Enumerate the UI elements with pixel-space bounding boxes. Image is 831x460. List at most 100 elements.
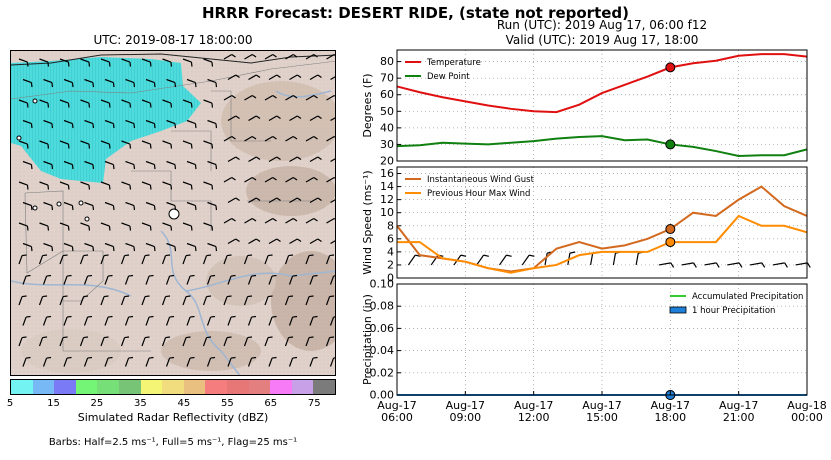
colorbar-swatch (205, 380, 227, 394)
wind-barb (704, 262, 720, 268)
wind-barb (182, 140, 193, 149)
x-tick-label-time: 09:00 (449, 411, 481, 424)
wind-barb (43, 201, 54, 211)
wind-barb (124, 315, 134, 326)
wind-barb (141, 58, 152, 67)
wind-barb (165, 274, 175, 285)
wind-barb (38, 336, 48, 347)
wind-barb (141, 336, 150, 347)
wind-barb (248, 238, 261, 245)
wind-barb (330, 238, 335, 245)
wind-barb (289, 238, 302, 245)
wind-barb (202, 254, 212, 265)
wind-barb (305, 94, 318, 101)
wind-barb (186, 315, 195, 326)
wind-barb (247, 356, 257, 367)
wind-barb (268, 115, 281, 122)
wind-barb (166, 119, 177, 129)
wind-barb (203, 140, 214, 149)
wind-barb (268, 356, 277, 367)
wind-barb (330, 115, 335, 122)
wind-barb (223, 254, 232, 265)
wind-barb (166, 201, 177, 211)
wind-barb (203, 99, 214, 108)
wind-barb (18, 140, 29, 149)
wind-barb (248, 197, 261, 204)
wind-barb (162, 181, 173, 190)
y-tick-label: 70 (380, 72, 394, 85)
wind-barb (100, 58, 111, 67)
wind-barb (329, 274, 335, 285)
wind-barb (330, 74, 335, 81)
wind-barb (161, 254, 171, 265)
wind-barb (612, 251, 621, 266)
wind-barb (309, 315, 318, 326)
wind-barb (100, 222, 111, 231)
wind-barb (309, 238, 322, 245)
wind-barb (243, 336, 253, 347)
wind-barb (223, 217, 236, 224)
colorbar-swatch (270, 380, 292, 394)
wind-barb (83, 315, 93, 326)
colorbar-swatch (54, 380, 76, 394)
legend-label: 1 hour Precipitation (692, 306, 775, 316)
wind-barb (326, 217, 335, 224)
wind-barb (104, 242, 115, 252)
current-point (665, 224, 676, 235)
wind-barb (79, 254, 89, 265)
wind-barb (305, 254, 314, 265)
x-tick-label-time: 15:00 (586, 411, 618, 424)
wind-barb (63, 201, 74, 211)
x-tick-label-time: 21:00 (723, 411, 755, 424)
wind-barb (162, 58, 173, 67)
wind-barb (248, 156, 261, 163)
wind-barb (104, 160, 115, 170)
y-tick-label: 0.00 (370, 389, 395, 402)
wind-barb (104, 201, 115, 211)
wind-barb (79, 336, 89, 347)
series-line (396, 53, 808, 114)
y-tick-label: 50 (380, 105, 394, 118)
wind-barb (288, 274, 298, 285)
wind-barb (59, 295, 68, 306)
wind-barb (162, 140, 173, 149)
colorbar-swatch (32, 380, 55, 394)
wind-barb (309, 274, 318, 285)
wind-barb (39, 181, 50, 190)
wind-barb (84, 78, 95, 88)
wind-barb (145, 315, 154, 326)
colorbar-swatch (11, 380, 33, 394)
wind-barb (309, 115, 322, 122)
wind-barb (80, 222, 91, 231)
wind-barb (22, 201, 33, 211)
wind-barb (80, 58, 91, 67)
colorbar-swatch (162, 380, 184, 394)
wind-barb (166, 242, 177, 252)
x-tick-label-date: Aug-17 (719, 399, 758, 412)
wind-barb (162, 99, 173, 108)
wind-barb (284, 336, 294, 347)
colorbar-swatch (183, 380, 206, 394)
wind-barb (104, 78, 115, 88)
wind-barb (264, 176, 277, 183)
wind-barb (22, 160, 33, 170)
wind-barb (83, 274, 93, 285)
wind-barb (80, 181, 91, 190)
wind-barb (244, 176, 257, 183)
wind-barb (22, 315, 31, 326)
boundaries (11, 60, 335, 352)
wind-barb (289, 197, 302, 204)
colorbar-swatch (291, 380, 314, 394)
wind-barb (227, 156, 240, 163)
wind-barb (635, 251, 644, 266)
y-axis-label: Degrees (F) (361, 73, 374, 137)
y-tick-label: 0.04 (370, 344, 395, 357)
wind-barb (264, 135, 277, 142)
wind-barb (38, 254, 48, 265)
wind-barb (161, 295, 171, 306)
wind-barb (325, 254, 335, 265)
wind-barb (244, 53, 257, 60)
site-marker (168, 208, 180, 220)
wind-barb (305, 135, 318, 142)
radar-map (10, 50, 336, 376)
